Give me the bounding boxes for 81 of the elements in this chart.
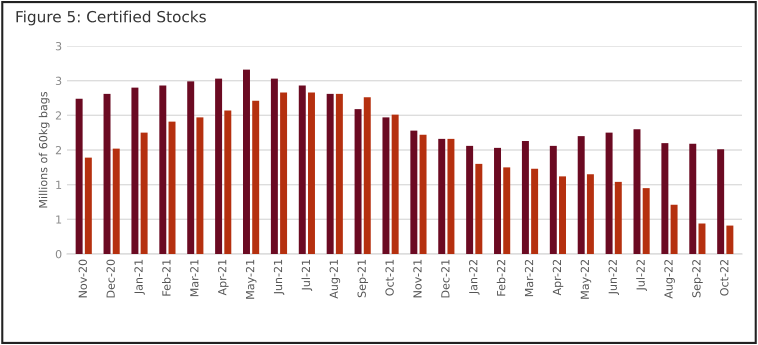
y-tick-label: 2 (56, 111, 62, 120)
bar (661, 143, 668, 254)
y-axis-title: Millions of 60kg bags (38, 92, 50, 208)
x-tick-label: Oct-21 (385, 260, 394, 296)
bar (717, 149, 724, 254)
bar (522, 140, 529, 254)
bar (550, 146, 557, 254)
x-tick-label: Nov-20 (78, 260, 87, 298)
x-tick-label: Apr-22 (552, 260, 564, 296)
bar (559, 176, 566, 254)
x-tick-label: Apr-21 (218, 260, 229, 296)
bar (578, 136, 585, 254)
bar (298, 86, 306, 254)
x-tick-label: Feb-21 (162, 260, 171, 296)
bar (642, 188, 650, 254)
bar (280, 92, 288, 254)
y-tick-label: 2 (56, 146, 62, 154)
bar (336, 94, 343, 254)
bar (308, 92, 315, 254)
x-tick-label: Sep-22 (692, 260, 703, 298)
bar (410, 130, 418, 254)
x-tick-label: Dec-20 (106, 260, 115, 298)
bar (606, 132, 613, 254)
bar (104, 94, 111, 254)
bar (354, 109, 362, 254)
bar (447, 138, 454, 254)
bar (494, 148, 502, 254)
bar (84, 158, 92, 254)
bar (586, 174, 594, 254)
chart-title: Figure 5: Certified Stocks (16, 10, 206, 26)
bar (140, 132, 148, 254)
bar (392, 114, 399, 254)
x-tick-label: May-22 (580, 260, 592, 299)
y-tick-label: 3 (56, 42, 62, 50)
bar (252, 100, 260, 254)
bar (726, 226, 734, 254)
x-tick-label: Jun-22 (608, 260, 619, 295)
x-tick-label: Mar-22 (524, 260, 534, 296)
x-tick-label: Oct-22 (720, 260, 728, 296)
x-tick-label: Aug-22 (664, 260, 675, 299)
y-tick-label: 3 (56, 76, 62, 86)
x-tick-label: Jan-22 (469, 260, 480, 295)
bar (420, 134, 427, 254)
bar (634, 129, 640, 254)
bar (438, 138, 446, 254)
y-tick-label: 0 (56, 250, 62, 258)
bar (159, 86, 166, 254)
bar (270, 78, 278, 254)
bar (243, 70, 250, 254)
bar (326, 94, 334, 254)
x-tick-label: May-21 (246, 260, 256, 299)
x-tick-label: Nov-21 (413, 260, 422, 298)
x-tick-label: Feb-22 (496, 260, 506, 296)
bar (466, 146, 474, 254)
bar (531, 168, 538, 254)
bar (224, 110, 232, 254)
x-tick-label: Jul-22 (636, 260, 647, 291)
bar (364, 97, 371, 254)
x-tick-label: Jun-21 (274, 260, 284, 295)
x-tick-label: Jan-21 (134, 260, 145, 295)
bar (168, 122, 176, 254)
x-tick-label: Jul-21 (302, 260, 312, 291)
y-tick-label: 1 (56, 180, 62, 189)
bar (76, 98, 83, 254)
bar (698, 223, 706, 254)
y-tick-label: 1 (56, 215, 62, 224)
bar (131, 88, 138, 254)
bar (215, 78, 222, 254)
bar (196, 117, 204, 254)
bar (475, 164, 482, 254)
x-tick-label: Aug-21 (330, 260, 340, 299)
x-tick-label: Mar-21 (190, 260, 199, 296)
bar (689, 144, 696, 254)
bar (614, 182, 622, 254)
bar (112, 148, 120, 254)
bar (503, 167, 510, 254)
x-tick-label: Dec-21 (441, 260, 450, 298)
bar (670, 204, 678, 254)
bar (382, 117, 390, 254)
x-tick-label: Sep-21 (357, 260, 368, 298)
bar (187, 81, 194, 254)
